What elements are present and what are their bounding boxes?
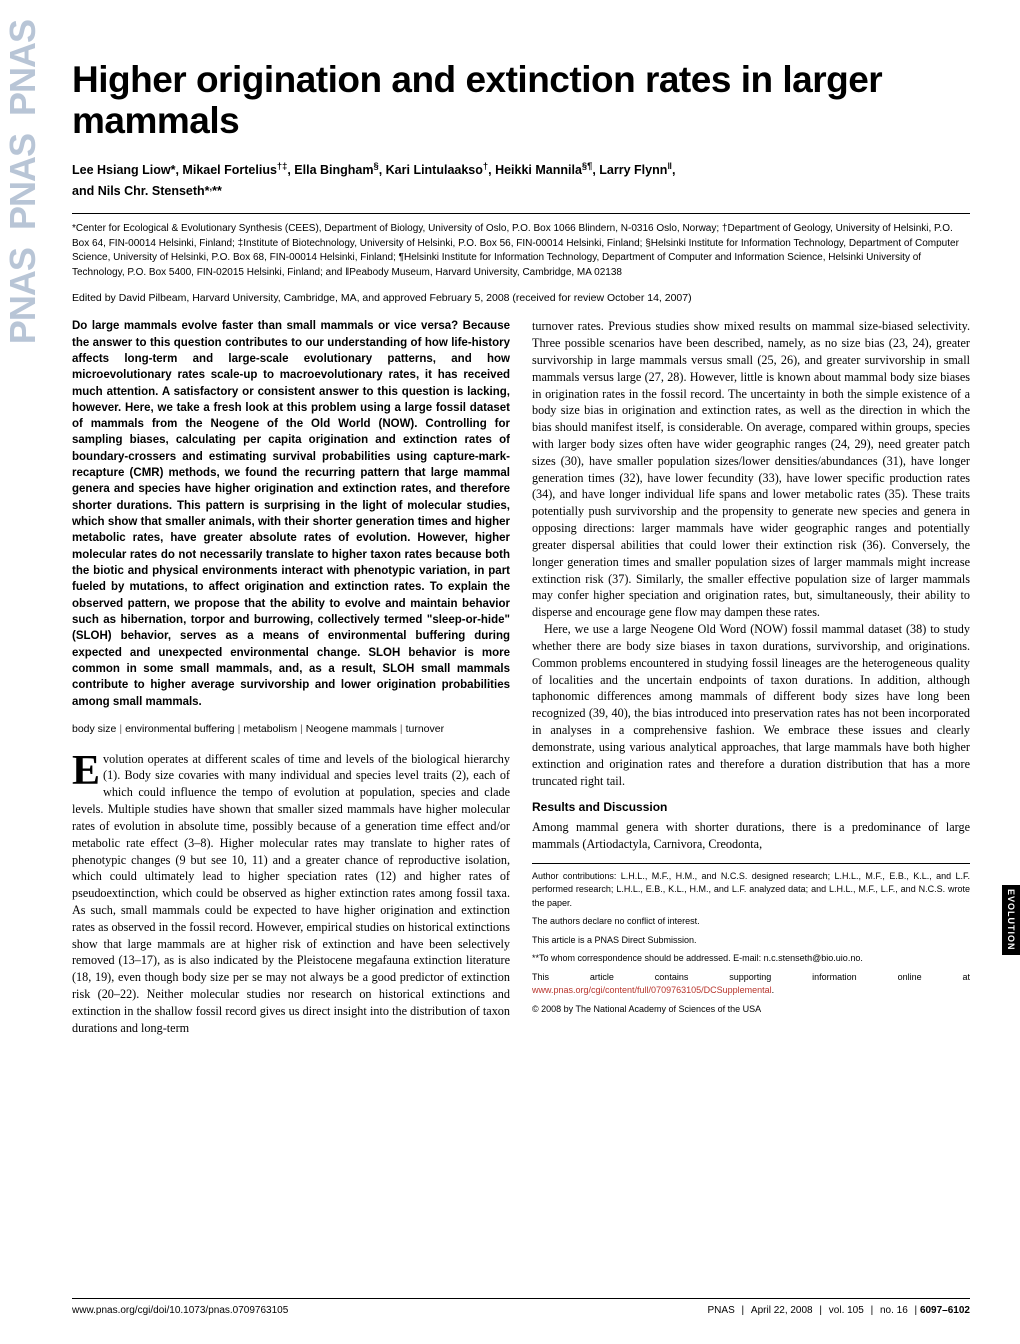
two-column-layout: Do large mammals evolve faster than smal… [72, 318, 970, 1036]
footer-journal: PNAS [708, 1305, 735, 1316]
page-footer: www.pnas.org/cgi/doi/10.1073/pnas.070976… [72, 1298, 970, 1316]
author-contributions: Author contributions: L.H.L., M.F., H.M.… [532, 870, 970, 911]
keywords: body size|environmental buffering|metabo… [72, 722, 510, 736]
section-tab: EVOLUTION [1002, 885, 1020, 955]
author-list: Lee Hsiang Liow*, Mikael Fortelius†‡, El… [72, 159, 970, 201]
keyword: turnover [406, 723, 445, 735]
intro-paragraph: Evolution operates at different scales o… [72, 751, 510, 1037]
copyright: © 2008 by The National Academy of Scienc… [532, 1003, 970, 1017]
abstract: Do large mammals evolve faster than smal… [72, 318, 510, 710]
article-content: Higher origination and extinction rates … [72, 60, 970, 1037]
pnas-vertical-text: PNAS PNAS PNAS [2, 20, 44, 344]
pnas-sidebar-band: PNAS PNAS PNAS [0, 0, 45, 1100]
body-text: Here, we use a large Neogene Old Word (N… [532, 621, 970, 789]
footer-citation: PNAS | April 22, 2008 | vol. 105 | no. 1… [704, 1305, 970, 1316]
conflict-statement: The authors declare no conflict of inter… [532, 915, 970, 929]
dropcap: E [72, 751, 103, 790]
left-column: Do large mammals evolve faster than smal… [72, 318, 510, 1036]
footer-date: April 22, 2008 [751, 1305, 813, 1316]
supporting-text: This article contains supporting informa… [532, 972, 970, 982]
footer-doi: www.pnas.org/cgi/doi/10.1073/pnas.070976… [72, 1305, 288, 1316]
keyword: body size [72, 723, 116, 735]
editor-note: Edited by David Pilbeam, Harvard Univers… [72, 292, 970, 304]
footer-volume: vol. 105 [829, 1305, 864, 1316]
affiliations: *Center for Ecological & Evolutionary Sy… [72, 213, 970, 280]
supporting-info: This article contains supporting informa… [532, 971, 970, 998]
footnotes: Author contributions: L.H.L., M.F., H.M.… [532, 870, 970, 1017]
footer-pages: 6097–6102 [920, 1305, 970, 1316]
article-title: Higher origination and extinction rates … [72, 60, 970, 141]
submission-note: This article is a PNAS Direct Submission… [532, 934, 970, 948]
keyword: metabolism [243, 723, 297, 735]
body-text: volution operates at different scales of… [72, 752, 510, 1035]
correspondence: **To whom correspondence should be addre… [532, 952, 970, 966]
footnote-separator [532, 863, 970, 864]
body-text: turnover rates. Previous studies show mi… [532, 318, 970, 621]
body-text: Among mammal genera with shorter duratio… [532, 819, 970, 853]
keyword: Neogene mammals [306, 723, 397, 735]
supporting-link[interactable]: www.pnas.org/cgi/content/full/0709763105… [532, 985, 772, 995]
footer-issue: no. 16 [880, 1305, 908, 1316]
right-column: turnover rates. Previous studies show mi… [532, 318, 970, 1036]
section-heading: Results and Discussion [532, 799, 970, 816]
keyword: environmental buffering [125, 723, 235, 735]
